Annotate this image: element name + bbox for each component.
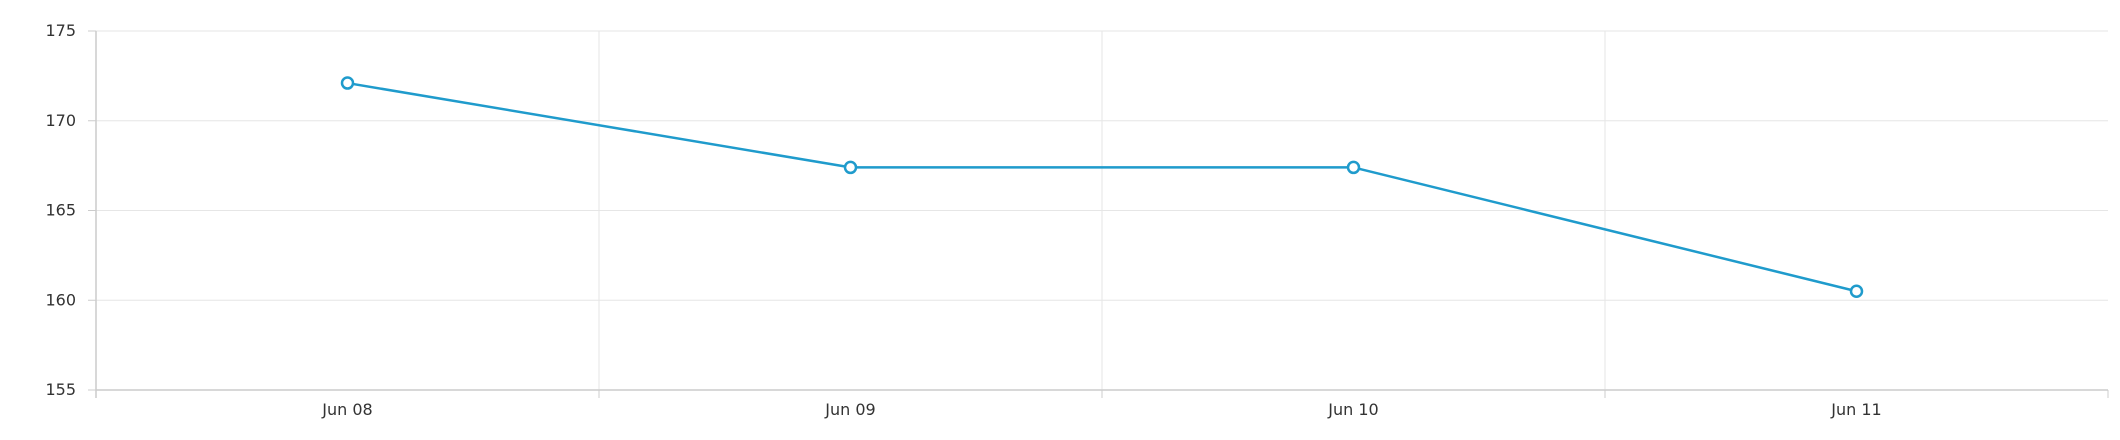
x-tick-label: Jun 08 [321,400,372,419]
x-axis-tick-labels: Jun 08 Jun 09 Jun 10 Jun 11 [321,400,1881,419]
axes [88,30,2109,398]
x-tick-label: Jun 10 [1327,400,1378,419]
data-point-jun-09 [843,160,858,175]
series-line [347,81,1857,293]
y-tick-label: 175 [45,21,76,40]
y-tick-label: 165 [45,201,76,220]
grid-lines [96,30,2108,390]
data-point-jun-11 [1849,284,1864,299]
series-layer [340,76,1864,299]
y-axis-tick-labels: 155 160 165 170 175 [45,21,76,399]
y-tick-label: 160 [45,290,76,309]
x-tick-label: Jun 09 [824,400,875,419]
data-point-jun-10 [1346,160,1361,175]
y-tick-label: 170 [45,111,76,130]
x-tick-label: Jun 11 [1830,400,1881,419]
data-point-jun-08 [340,76,355,90]
y-tick-label: 155 [45,380,76,399]
